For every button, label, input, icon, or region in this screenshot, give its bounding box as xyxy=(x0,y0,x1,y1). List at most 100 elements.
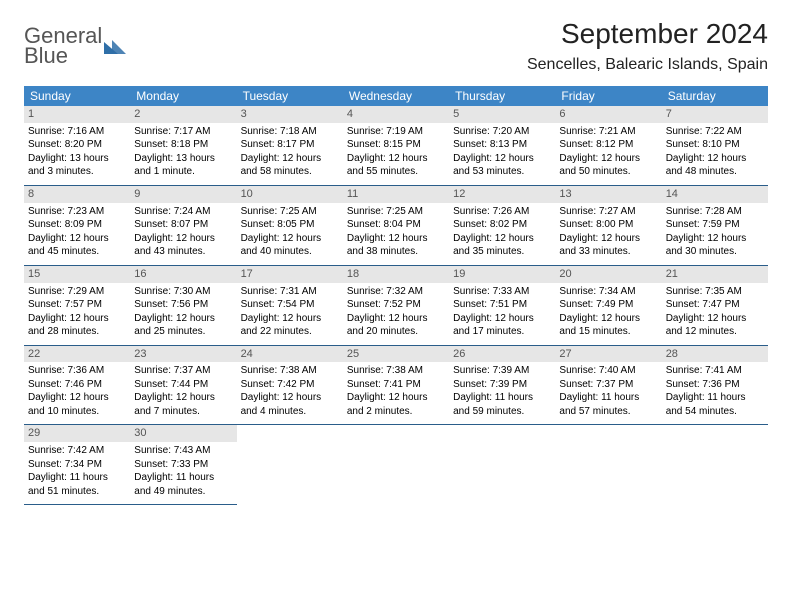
sunset-text: Sunset: 7:46 PM xyxy=(28,378,126,392)
day-number: 24 xyxy=(237,346,343,363)
calendar-day-cell: 7Sunrise: 7:22 AMSunset: 8:10 PMDaylight… xyxy=(662,106,768,186)
daylight-text: Daylight: 13 hours and 3 minutes. xyxy=(28,152,126,179)
day-number: 17 xyxy=(237,266,343,283)
sunset-text: Sunset: 7:39 PM xyxy=(453,378,551,392)
sunset-text: Sunset: 8:18 PM xyxy=(134,138,232,152)
calendar-week-row: 22Sunrise: 7:36 AMSunset: 7:46 PMDayligh… xyxy=(24,346,768,426)
calendar-day-cell: 11Sunrise: 7:25 AMSunset: 8:04 PMDayligh… xyxy=(343,186,449,266)
weekday-header: Sunday xyxy=(24,86,130,106)
day-number: 8 xyxy=(24,186,130,203)
sunrise-text: Sunrise: 7:40 AM xyxy=(559,364,657,378)
sunset-text: Sunset: 8:13 PM xyxy=(453,138,551,152)
daylight-text: Daylight: 12 hours and 38 minutes. xyxy=(347,232,445,259)
day-number: 26 xyxy=(449,346,555,363)
day-number: 30 xyxy=(130,425,236,442)
sunset-text: Sunset: 8:00 PM xyxy=(559,218,657,232)
day-number: 28 xyxy=(662,346,768,363)
calendar-day-cell: 12Sunrise: 7:26 AMSunset: 8:02 PMDayligh… xyxy=(449,186,555,266)
day-number: 10 xyxy=(237,186,343,203)
calendar-week-row: 8Sunrise: 7:23 AMSunset: 8:09 PMDaylight… xyxy=(24,186,768,266)
daylight-text: Daylight: 12 hours and 10 minutes. xyxy=(28,391,126,418)
daylight-text: Daylight: 11 hours and 49 minutes. xyxy=(134,471,232,498)
calendar-day-cell: 16Sunrise: 7:30 AMSunset: 7:56 PMDayligh… xyxy=(130,266,236,346)
calendar-day-cell: 3Sunrise: 7:18 AMSunset: 8:17 PMDaylight… xyxy=(237,106,343,186)
calendar-day-cell: 14 Sunrise: 7:28 AMSunset: 7:59 PMDayligh… xyxy=(662,186,768,266)
sunrise-text: Sunrise: 7:16 AM xyxy=(28,125,126,139)
day-number: 12 xyxy=(449,186,555,203)
title-block: September 2024 Sencelles, Balearic Islan… xyxy=(527,18,768,74)
calendar-day-cell xyxy=(343,425,449,505)
sunrise-text: Sunrise: 7:31 AM xyxy=(241,285,339,299)
sunset-text: Sunset: 7:54 PM xyxy=(241,298,339,312)
calendar-table: Sunday Monday Tuesday Wednesday Thursday… xyxy=(24,86,768,505)
calendar-day-cell: 20Sunrise: 7:34 AMSunset: 7:49 PMDayligh… xyxy=(555,266,661,346)
daylight-text: Daylight: 12 hours and 30 minutes. xyxy=(666,232,764,259)
day-number: 9 xyxy=(130,186,236,203)
calendar-day-cell: 26Sunrise: 7:39 AMSunset: 7:39 PMDayligh… xyxy=(449,346,555,426)
sunset-text: Sunset: 7:34 PM xyxy=(28,458,126,472)
sunset-text: Sunset: 8:09 PM xyxy=(28,218,126,232)
sunrise-text: Sunrise: 7:42 AM xyxy=(28,444,126,458)
day-number: 25 xyxy=(343,346,449,363)
calendar-day-cell: 22Sunrise: 7:36 AMSunset: 7:46 PMDayligh… xyxy=(24,346,130,426)
sunrise-text: Sunrise: 7:17 AM xyxy=(134,125,232,139)
calendar-day-cell: 9Sunrise: 7:24 AMSunset: 8:07 PMDaylight… xyxy=(130,186,236,266)
sunrise-text: Sunrise: 7:22 AM xyxy=(666,125,764,139)
day-number: 21 xyxy=(662,266,768,283)
calendar-day-cell: 6Sunrise: 7:21 AMSunset: 8:12 PMDaylight… xyxy=(555,106,661,186)
day-number: 5 xyxy=(449,106,555,123)
daylight-text: Daylight: 12 hours and 7 minutes. xyxy=(134,391,232,418)
sunset-text: Sunset: 8:04 PM xyxy=(347,218,445,232)
calendar-day-cell: 29Sunrise: 7:42 AMSunset: 7:34 PMDayligh… xyxy=(24,425,130,505)
daylight-text: Daylight: 12 hours and 53 minutes. xyxy=(453,152,551,179)
daylight-text: Daylight: 11 hours and 57 minutes. xyxy=(559,391,657,418)
calendar-day-cell: 27Sunrise: 7:40 AMSunset: 7:37 PMDayligh… xyxy=(555,346,661,426)
sunset-text: Sunset: 7:44 PM xyxy=(134,378,232,392)
daylight-text: Daylight: 13 hours and 1 minute. xyxy=(134,152,232,179)
daylight-text: Daylight: 12 hours and 25 minutes. xyxy=(134,312,232,339)
sunset-text: Sunset: 8:12 PM xyxy=(559,138,657,152)
weekday-header-row: Sunday Monday Tuesday Wednesday Thursday… xyxy=(24,86,768,106)
daylight-text: Daylight: 12 hours and 40 minutes. xyxy=(241,232,339,259)
sunrise-text: Sunrise: 7:39 AM xyxy=(453,364,551,378)
weekday-header: Wednesday xyxy=(343,86,449,106)
daylight-text: Daylight: 12 hours and 50 minutes. xyxy=(559,152,657,179)
day-number: 11 xyxy=(343,186,449,203)
sunrise-text: Sunrise: 7:19 AM xyxy=(347,125,445,139)
sunset-text: Sunset: 8:17 PM xyxy=(241,138,339,152)
sunset-text: Sunset: 7:57 PM xyxy=(28,298,126,312)
daylight-text: Daylight: 12 hours and 35 minutes. xyxy=(453,232,551,259)
location-text: Sencelles, Balearic Islands, Spain xyxy=(527,56,768,74)
sunset-text: Sunset: 8:10 PM xyxy=(666,138,764,152)
sunrise-text: Sunrise: 7:20 AM xyxy=(453,125,551,139)
sunset-text: Sunset: 7:56 PM xyxy=(134,298,232,312)
daylight-text: Daylight: 12 hours and 55 minutes. xyxy=(347,152,445,179)
weekday-header: Monday xyxy=(130,86,236,106)
calendar-day-cell: 30Sunrise: 7:43 AMSunset: 7:33 PMDayligh… xyxy=(130,425,236,505)
sunset-text: Sunset: 7:47 PM xyxy=(666,298,764,312)
sunset-text: Sunset: 7:59 PM xyxy=(666,218,764,232)
day-number: 3 xyxy=(237,106,343,123)
sunrise-text: Sunrise: 7:25 AM xyxy=(241,205,339,219)
sunset-text: Sunset: 8:05 PM xyxy=(241,218,339,232)
daylight-text: Daylight: 12 hours and 22 minutes. xyxy=(241,312,339,339)
day-number: 14 xyxy=(662,186,768,203)
daylight-text: Daylight: 12 hours and 28 minutes. xyxy=(28,312,126,339)
calendar-day-cell: 21Sunrise: 7:35 AMSunset: 7:47 PMDayligh… xyxy=(662,266,768,346)
calendar-day-cell: 23Sunrise: 7:37 AMSunset: 7:44 PMDayligh… xyxy=(130,346,236,426)
sunset-text: Sunset: 8:07 PM xyxy=(134,218,232,232)
sunrise-text: Sunrise: 7:27 AM xyxy=(559,205,657,219)
day-number: 7 xyxy=(662,106,768,123)
daylight-text: Daylight: 12 hours and 45 minutes. xyxy=(28,232,126,259)
calendar-day-cell xyxy=(449,425,555,505)
sunrise-text: Sunrise: 7:33 AM xyxy=(453,285,551,299)
sunrise-text: Sunrise: 7:38 AM xyxy=(241,364,339,378)
day-number: 22 xyxy=(24,346,130,363)
day-number: 15 xyxy=(24,266,130,283)
daylight-text: Daylight: 12 hours and 20 minutes. xyxy=(347,312,445,339)
sunrise-text: Sunrise: 7:41 AM xyxy=(666,364,764,378)
sunset-text: Sunset: 7:36 PM xyxy=(666,378,764,392)
sunrise-text: Sunrise: 7:34 AM xyxy=(559,285,657,299)
sunrise-text: Sunrise: 7:28 AM xyxy=(666,205,764,219)
day-number: 4 xyxy=(343,106,449,123)
